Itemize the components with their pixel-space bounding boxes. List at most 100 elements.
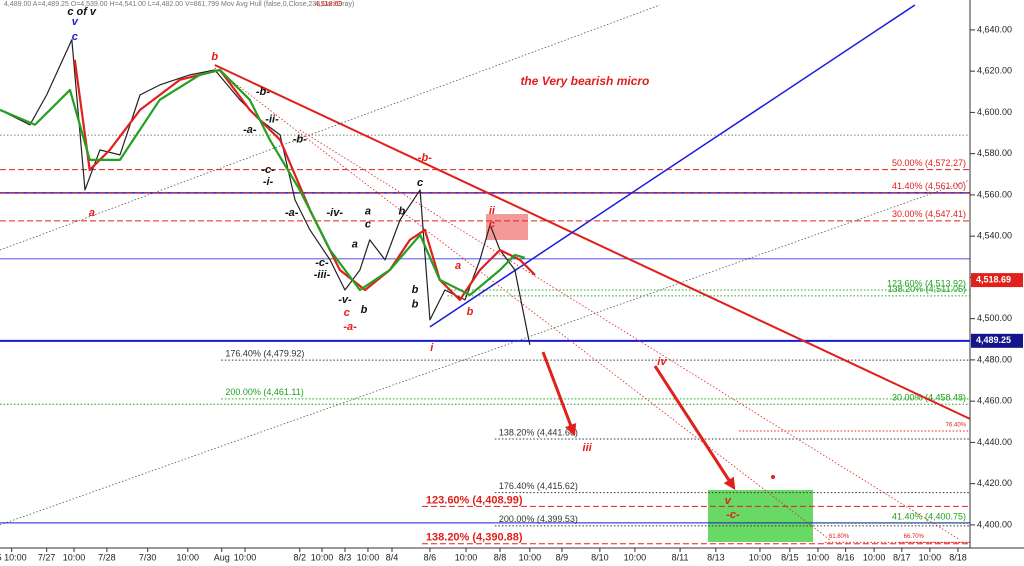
x-tick-label: 10:00 [311, 552, 334, 562]
fib-label: 200.00% (4,399.53) [499, 514, 578, 524]
projection-arrow [653, 365, 736, 491]
wave-label: a [352, 239, 358, 251]
x-tick-label: 10:00 [234, 552, 257, 562]
header-info: 4,489.00 A=4,489.25 O=4,539.00 H=4,541.0… [4, 1, 354, 8]
x-tick-label: 8/18 [949, 552, 967, 562]
wave-label: -b- [418, 152, 432, 164]
trendline [214, 64, 971, 420]
plot-area: 50.00% (4,572.27) 41.40% (4,561.00) 30.00%… [0, 4, 971, 545]
wave-label: -iv- [327, 207, 344, 219]
wave-label: b [361, 304, 368, 316]
x-tick-label: 7/27 [38, 552, 56, 562]
x-tick-label: 10:00 [357, 552, 380, 562]
price-line [73, 59, 536, 301]
fib-label: 41.40% (4,400.75) [892, 512, 966, 522]
dot [771, 475, 775, 479]
y-tick-label: 4,400.00 [977, 519, 1012, 529]
x-tick-label: 10:00 [749, 552, 772, 562]
wave-label: a [365, 206, 371, 218]
arrow-layer [0, 0, 1024, 549]
x-tick-label: 8/16 [837, 552, 855, 562]
x-tick-label: 8/11 [672, 552, 689, 562]
fib-label: 200.00% (4,461.11) [225, 387, 303, 397]
fib-label: 50.00% (4,572.27) [892, 158, 966, 168]
wave-label: a [89, 207, 95, 219]
wave-label: -b- [256, 86, 270, 98]
fib-label: 61.80% [829, 534, 850, 540]
x-tick-label: 10:00 [519, 552, 542, 562]
price-line [0, 68, 526, 297]
fib-label: 123.60% (4,408.99) [426, 494, 523, 506]
y-tick-label: 4,600.00 [977, 107, 1012, 117]
trendline [0, 179, 971, 526]
y-tick-label: 4,500.00 [977, 313, 1012, 323]
x-tick-label: 8/4 [386, 552, 399, 562]
wave-label: -b- [293, 134, 307, 146]
x-tick-label: Aug [214, 552, 230, 562]
x-tick-label: 8/8 [494, 552, 507, 562]
trendline [214, 67, 831, 541]
y-tick-label: 4,440.00 [977, 437, 1012, 447]
x-tick-label: 10:00 [63, 552, 86, 562]
wave-label: b [211, 51, 218, 63]
wave-label: i [430, 342, 434, 354]
y-tick-label: 4,460.00 [977, 396, 1012, 406]
wave-box [486, 214, 528, 240]
x-tick-label: 10:00 [624, 552, 647, 562]
price-tag [971, 333, 1023, 348]
wave-label: c [365, 219, 371, 231]
price-tag [971, 273, 1023, 288]
wave-label: -a- [285, 207, 299, 219]
fib-label: 30.00% (4,547.41) [892, 209, 966, 219]
wave-label: -i- [263, 176, 274, 188]
y-tick-label: 4,640.00 [977, 24, 1012, 34]
x-tick-label: 8/2 [293, 552, 306, 562]
wave-label: c [72, 31, 78, 43]
wave-label: v [725, 495, 732, 507]
x-tick-label: 8/6 [424, 552, 437, 562]
y-tick-label: 4,540.00 [977, 231, 1012, 241]
fib-label: 41.40% (4,561.00) [892, 181, 966, 191]
x-tick-label: 8/13 [707, 552, 725, 562]
wave-label: c [344, 307, 350, 319]
x-tick-label: 7/30 [139, 552, 157, 562]
projection-arrow [541, 351, 577, 437]
x-tick-label: 10:00 [807, 552, 830, 562]
wave-label: b [467, 306, 474, 318]
wave-label: -iii- [314, 269, 331, 281]
x-tick-label: 8/9 [556, 552, 569, 562]
x-tick-label: 10:00 [455, 552, 478, 562]
fib-label: 176.40% (4,479.92) [225, 348, 304, 358]
wave-label: b [398, 206, 405, 218]
wave-label: iv [657, 356, 667, 368]
wave-label: the Very bearish micro [520, 74, 649, 88]
fib-label: 138.20% (4,441.66) [499, 427, 578, 437]
wave-label: -a- [243, 124, 257, 136]
trendline [299, 129, 961, 541]
y-tick-label: 4,420.00 [977, 478, 1012, 488]
x-tick-label: 5 10:00 [0, 552, 27, 562]
x-tick-label: 8/3 [339, 552, 352, 562]
fib-label: 66.70% [904, 534, 925, 540]
target-zone [708, 490, 813, 542]
x-tick-label: 8/17 [893, 552, 911, 562]
fib-label: 176.40% (4,415.62) [499, 481, 578, 491]
price-tag-label: 4,518.69 [976, 274, 1011, 284]
price-line [0, 39, 531, 345]
wave-label: v [72, 16, 79, 28]
wave-label: -v- [338, 294, 352, 306]
price-tag-label: 4,489.25 [976, 335, 1011, 345]
background-layer [486, 214, 813, 542]
y-tick-label: 4,620.00 [977, 66, 1012, 76]
wave-label: b [412, 284, 419, 296]
header-price: 4,518.69 [315, 1, 342, 8]
wave-label: -c- [261, 164, 275, 176]
wave-label: b [412, 299, 419, 311]
wave-label: c [489, 219, 495, 231]
wave-label: -c- [726, 509, 740, 521]
y-tick-label: 4,580.00 [977, 148, 1012, 158]
fib-label: 123.60% (4,513.92) [887, 278, 966, 288]
x-tick-label: 10:00 [919, 552, 942, 562]
x-tick-label: 10:00 [863, 552, 886, 562]
